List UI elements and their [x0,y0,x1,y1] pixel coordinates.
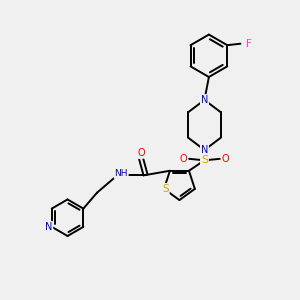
Text: F: F [245,39,251,49]
Text: O: O [179,154,187,164]
Text: N: N [201,145,208,155]
Text: NH: NH [114,169,128,178]
Text: S: S [162,184,169,194]
Text: S: S [201,155,208,165]
Text: O: O [137,148,145,158]
Text: O: O [222,154,230,164]
Text: N: N [45,222,52,232]
Text: N: N [201,95,208,105]
